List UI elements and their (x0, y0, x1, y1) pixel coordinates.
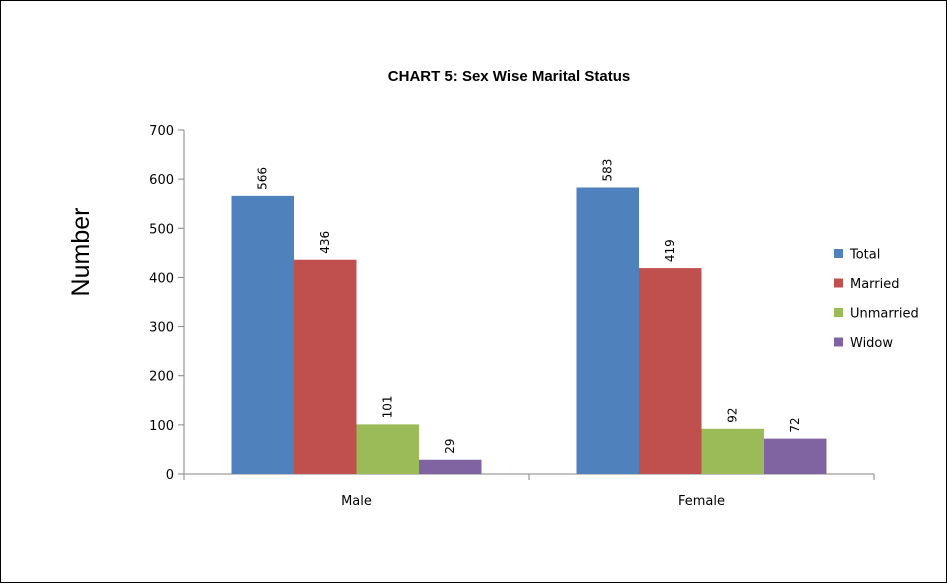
bar-married-female (639, 268, 702, 474)
legend-label-unmarried: Unmarried (850, 307, 919, 322)
legend-label-widow: Widow (850, 336, 893, 351)
bar-unmarried-male (356, 424, 419, 474)
data-label: 566 (256, 167, 270, 190)
bar-widow-male (419, 459, 482, 474)
x-category-label: Female (678, 494, 725, 509)
plot-area: 0 100 200 300 400 500 600 700 566 436 101 29 Male 583… (149, 124, 875, 509)
data-label: 92 (726, 408, 740, 423)
legend-swatch-unmarried (834, 308, 843, 317)
legend-swatch-total (834, 249, 843, 258)
x-category-label: Male (341, 494, 372, 509)
legend-swatch-married (834, 278, 843, 288)
bar-married-male (294, 259, 357, 474)
bar-total-male (231, 195, 294, 474)
data-label: 419 (663, 239, 677, 262)
y-tick-label: 500 (149, 222, 174, 237)
y-axis-label: Number (67, 208, 95, 297)
y-tick-label: 600 (149, 173, 174, 188)
bar-widow-female (764, 438, 827, 474)
data-label: 101 (381, 395, 395, 418)
y-tick-label: 400 (149, 271, 174, 286)
data-label: 583 (601, 159, 615, 182)
chart-title: CHART 5: Sex Wise Marital Status (388, 68, 630, 85)
y-tick-label: 300 (149, 321, 174, 336)
data-label: 72 (788, 417, 802, 432)
legend-label-married: Married (850, 277, 900, 292)
data-label: 436 (318, 231, 332, 254)
y-tick-label: 700 (149, 124, 174, 139)
y-tick-label: 0 (166, 468, 174, 483)
legend-label-total: Total (849, 248, 880, 263)
bar-unmarried-female (701, 428, 764, 474)
y-tick-label: 200 (149, 370, 174, 385)
data-label: 29 (443, 438, 457, 453)
legend-swatch-widow (834, 337, 843, 347)
y-tick-label: 100 (149, 419, 174, 434)
legend: Total Married Unmarried Widow (834, 248, 919, 351)
bar-total-female (576, 187, 639, 475)
